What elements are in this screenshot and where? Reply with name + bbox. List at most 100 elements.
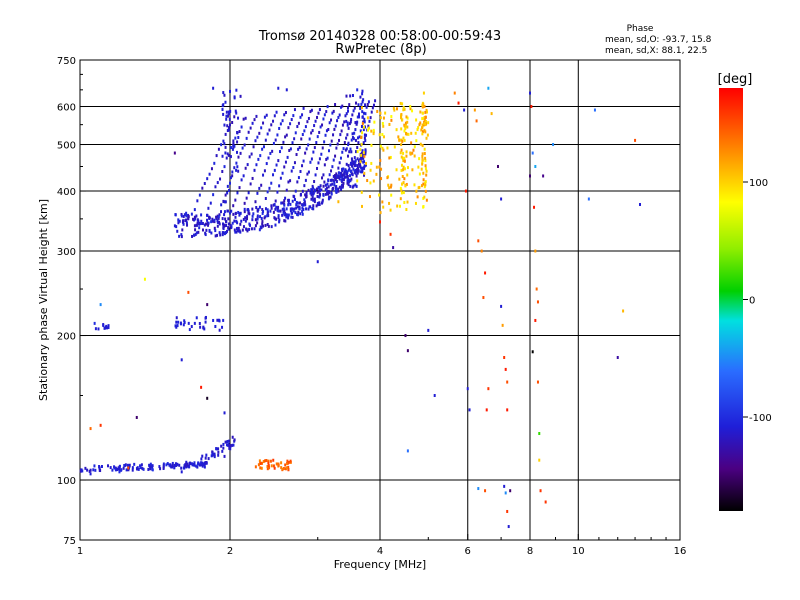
data-point bbox=[360, 170, 363, 174]
data-point bbox=[265, 162, 268, 166]
data-point bbox=[376, 109, 379, 113]
data-point bbox=[245, 196, 248, 200]
data-point bbox=[314, 119, 317, 123]
phase-stats-x: mean, sd,X: 88.1, 22.5 bbox=[605, 46, 707, 56]
data-point bbox=[234, 211, 237, 215]
data-point bbox=[307, 170, 310, 174]
data-point bbox=[253, 168, 256, 172]
data-point bbox=[359, 170, 362, 174]
data-point bbox=[415, 118, 418, 122]
data-point bbox=[318, 201, 321, 205]
data-point bbox=[530, 105, 533, 109]
data-point bbox=[243, 201, 246, 205]
data-point bbox=[332, 109, 335, 113]
data-point bbox=[335, 176, 338, 180]
data-point bbox=[270, 123, 273, 127]
data-point bbox=[359, 129, 362, 133]
data-point bbox=[185, 462, 188, 466]
data-point bbox=[400, 188, 403, 192]
data-point bbox=[363, 117, 366, 121]
data-point bbox=[342, 181, 345, 185]
data-point bbox=[308, 137, 311, 141]
data-point bbox=[262, 173, 265, 177]
data-point bbox=[190, 212, 193, 216]
data-point bbox=[237, 226, 240, 230]
data-point bbox=[221, 233, 224, 237]
data-point bbox=[177, 221, 180, 225]
data-point bbox=[237, 155, 240, 159]
data-point bbox=[228, 112, 231, 116]
data-point bbox=[382, 124, 385, 128]
data-point bbox=[382, 205, 385, 209]
data-point bbox=[210, 220, 213, 224]
data-point bbox=[484, 271, 487, 275]
data-point bbox=[297, 176, 300, 180]
data-point bbox=[290, 169, 293, 173]
data-point bbox=[322, 173, 325, 177]
data-point bbox=[205, 453, 208, 457]
data-point bbox=[245, 136, 248, 140]
data-point bbox=[531, 350, 534, 354]
data-point bbox=[292, 166, 295, 170]
data-point bbox=[197, 230, 200, 234]
data-point bbox=[330, 169, 333, 173]
data-point bbox=[201, 222, 204, 226]
data-point bbox=[221, 154, 224, 158]
data-point bbox=[267, 464, 270, 468]
data-point bbox=[402, 136, 405, 140]
data-point bbox=[345, 162, 348, 166]
data-point bbox=[372, 132, 375, 136]
data-point bbox=[419, 110, 422, 114]
data-point bbox=[323, 163, 326, 167]
data-point bbox=[354, 101, 357, 105]
data-point bbox=[334, 173, 337, 177]
data-point bbox=[353, 160, 356, 164]
data-point bbox=[412, 148, 415, 152]
data-point bbox=[272, 458, 275, 462]
data-point bbox=[210, 231, 213, 235]
data-point bbox=[242, 174, 245, 178]
data-point bbox=[360, 135, 363, 139]
data-point bbox=[291, 211, 294, 215]
data-point bbox=[270, 204, 273, 208]
data-point bbox=[151, 464, 154, 468]
data-point bbox=[212, 318, 215, 322]
data-point bbox=[350, 169, 353, 173]
x-tick-label: 8 bbox=[527, 546, 533, 557]
data-point bbox=[371, 106, 374, 110]
data-point bbox=[356, 150, 359, 154]
data-point bbox=[401, 139, 404, 143]
data-point bbox=[225, 231, 228, 235]
data-point bbox=[322, 184, 325, 188]
data-point bbox=[359, 95, 362, 99]
data-point bbox=[226, 114, 229, 118]
data-point bbox=[304, 203, 307, 207]
data-point bbox=[310, 108, 313, 112]
data-point bbox=[289, 209, 292, 213]
data-point bbox=[296, 180, 299, 184]
data-point bbox=[242, 225, 245, 229]
data-point bbox=[404, 126, 407, 130]
data-point bbox=[361, 149, 364, 153]
data-point bbox=[137, 467, 140, 471]
data-point bbox=[405, 207, 408, 211]
data-point bbox=[295, 206, 298, 210]
data-point bbox=[363, 136, 366, 140]
data-point bbox=[287, 126, 290, 130]
data-point bbox=[281, 201, 284, 205]
data-point bbox=[335, 172, 338, 176]
data-point bbox=[400, 163, 403, 167]
data-point bbox=[425, 136, 428, 140]
data-point bbox=[211, 450, 214, 454]
data-point bbox=[506, 408, 509, 412]
data-point bbox=[415, 139, 418, 143]
data-point bbox=[403, 129, 406, 133]
data-point bbox=[266, 190, 269, 194]
data-point bbox=[344, 114, 347, 118]
y-tick-label: 100 bbox=[57, 476, 76, 487]
data-point bbox=[587, 197, 590, 201]
data-point bbox=[400, 115, 403, 119]
data-point bbox=[251, 218, 254, 222]
data-point bbox=[275, 163, 278, 167]
data-point bbox=[229, 211, 232, 215]
